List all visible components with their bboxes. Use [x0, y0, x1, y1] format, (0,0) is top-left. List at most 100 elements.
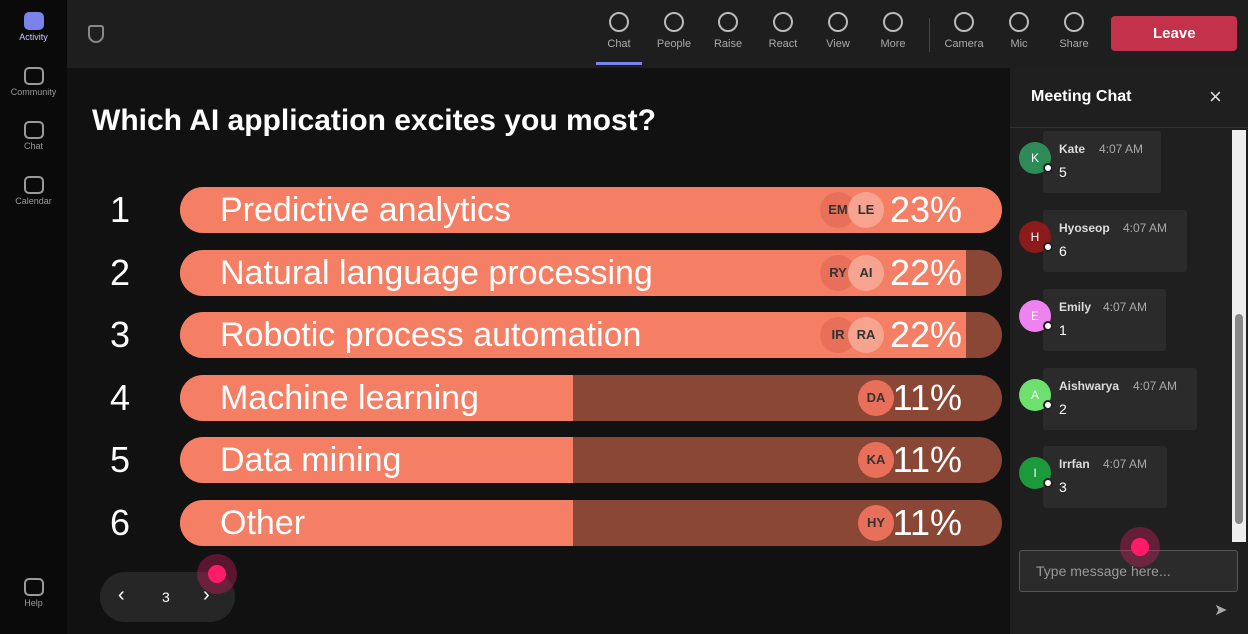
voter-avatar: DA — [858, 379, 894, 416]
toolbar-label: Chat — [607, 38, 631, 50]
option-rank: 5 — [109, 439, 131, 480]
sender-name: Irrfan — [1059, 457, 1090, 471]
chat-message: Irrfan 4:07 AM 3 — [1043, 446, 1167, 508]
prev-button[interactable]: ‹ — [118, 584, 125, 606]
voter-avatar: AI — [848, 254, 884, 291]
message-text: 3 — [1059, 479, 1067, 495]
option-percent: 22% — [889, 251, 962, 293]
voter-avatar: LE — [848, 192, 884, 228]
voter-avatar: RA — [848, 317, 884, 353]
toolbar-icon — [773, 12, 793, 32]
rail-label: Chat — [23, 141, 43, 151]
rail-icon — [23, 176, 44, 194]
status-dot — [1043, 242, 1053, 252]
toolbar-icon — [1009, 12, 1029, 32]
message-time: 4:07 AM — [1103, 300, 1148, 314]
toolbar-icon — [609, 12, 629, 32]
option-rank: 2 — [109, 251, 131, 293]
option-rank: 6 — [109, 501, 131, 543]
rail-item[interactable]: Community — [0, 67, 67, 97]
rail-item[interactable]: Chat — [0, 121, 67, 151]
divider — [1010, 127, 1248, 128]
option-rank: 3 — [109, 314, 131, 355]
option-percent: 11% — [892, 501, 962, 543]
status-dot — [1043, 321, 1053, 331]
chat-message: Hyoseop 4:07 AM 6 — [1043, 210, 1187, 272]
active-tab-indicator — [596, 62, 642, 65]
rail-item[interactable]: Activity — [0, 12, 67, 42]
rail-item[interactable]: Calendar — [0, 176, 67, 206]
sender-name: Aishwarya — [1059, 379, 1120, 393]
rail-label: Calendar — [15, 196, 52, 206]
toolbar-button[interactable]: Camera — [939, 12, 989, 50]
next-button[interactable]: › — [203, 584, 210, 606]
top-bar — [67, 0, 1248, 68]
rail-item[interactable]: Help — [0, 578, 67, 608]
scrollbar[interactable] — [1232, 130, 1246, 542]
toolbar-button[interactable]: People — [649, 12, 699, 50]
toolbar-icon — [1064, 12, 1084, 32]
toolbar-button[interactable]: More — [868, 12, 918, 50]
chat-message: Emily 4:07 AM 1 — [1043, 289, 1166, 351]
rail-icon — [23, 578, 44, 596]
chat-title: Meeting Chat — [1031, 88, 1132, 105]
message-text: 6 — [1059, 243, 1067, 259]
rail-icon — [23, 121, 44, 139]
option-label: Machine learning — [220, 378, 479, 417]
voter-avatar: IR — [820, 317, 856, 353]
chat-message: Kate 4:07 AM 5 — [1043, 131, 1161, 193]
rail-icon — [23, 12, 44, 30]
leave-button[interactable]: Leave — [1111, 16, 1237, 51]
toolbar-label: Share — [1059, 38, 1089, 50]
option-label: Robotic process automation — [220, 316, 642, 354]
toolbar-label: People — [656, 38, 692, 50]
message-text: 5 — [1059, 164, 1067, 180]
toolbar-icon — [828, 12, 848, 32]
message-time: 4:07 AM — [1099, 142, 1144, 156]
option-percent: 11% — [892, 376, 962, 418]
toolbar-button[interactable]: Share — [1049, 12, 1099, 50]
rail-label: Help — [24, 598, 43, 608]
chat-message: Aishwarya 4:07 AM 2 — [1043, 368, 1197, 430]
toolbar-icon — [954, 12, 974, 32]
option-fill — [180, 437, 574, 483]
poll-question: Which AI application excites you most? — [92, 104, 656, 137]
cursor-indicator — [197, 554, 237, 594]
option-label: Natural language processing — [220, 253, 653, 292]
toolbar-button[interactable]: React — [758, 12, 808, 50]
toolbar-button[interactable]: Mic — [994, 12, 1044, 50]
toolbar-icon — [883, 12, 903, 32]
status-dot — [1043, 478, 1053, 488]
message-time: 4:07 AM — [1133, 379, 1178, 393]
toolbar-button[interactable]: Raise — [703, 12, 753, 50]
voter-avatar: KA — [858, 442, 894, 478]
rail-label: Community — [10, 87, 57, 97]
rail-label: Activity — [19, 32, 48, 42]
option-fill — [180, 499, 574, 546]
toolbar-label: Mic — [1010, 38, 1028, 50]
option-rank: 1 — [109, 189, 131, 230]
message-input[interactable]: Type message here... — [1019, 550, 1238, 592]
divider — [929, 18, 930, 52]
option-label: Data mining — [220, 441, 402, 479]
toolbar-icon — [664, 12, 684, 32]
close-button[interactable]: × — [1209, 84, 1222, 109]
shield-icon — [88, 25, 104, 43]
message-text: 1 — [1059, 322, 1067, 338]
option-rank: 4 — [109, 376, 131, 418]
toolbar-button[interactable]: View — [813, 12, 863, 50]
toolbar-button[interactable]: Chat — [594, 12, 644, 50]
option-percent: 22% — [889, 314, 962, 355]
status-dot — [1043, 400, 1053, 410]
send-button[interactable]: ➤ — [1214, 602, 1228, 619]
sender-name: Kate — [1059, 142, 1086, 156]
toolbar-label: Raise — [713, 38, 743, 50]
message-text: 2 — [1059, 401, 1067, 417]
toolbar-icon — [718, 12, 738, 32]
message-time: 4:07 AM — [1103, 457, 1148, 471]
sender-name: Emily — [1059, 300, 1092, 314]
toolbar-label: View — [826, 38, 850, 50]
option-percent: 11% — [892, 439, 962, 480]
sender-name: Hyoseop — [1059, 221, 1110, 235]
